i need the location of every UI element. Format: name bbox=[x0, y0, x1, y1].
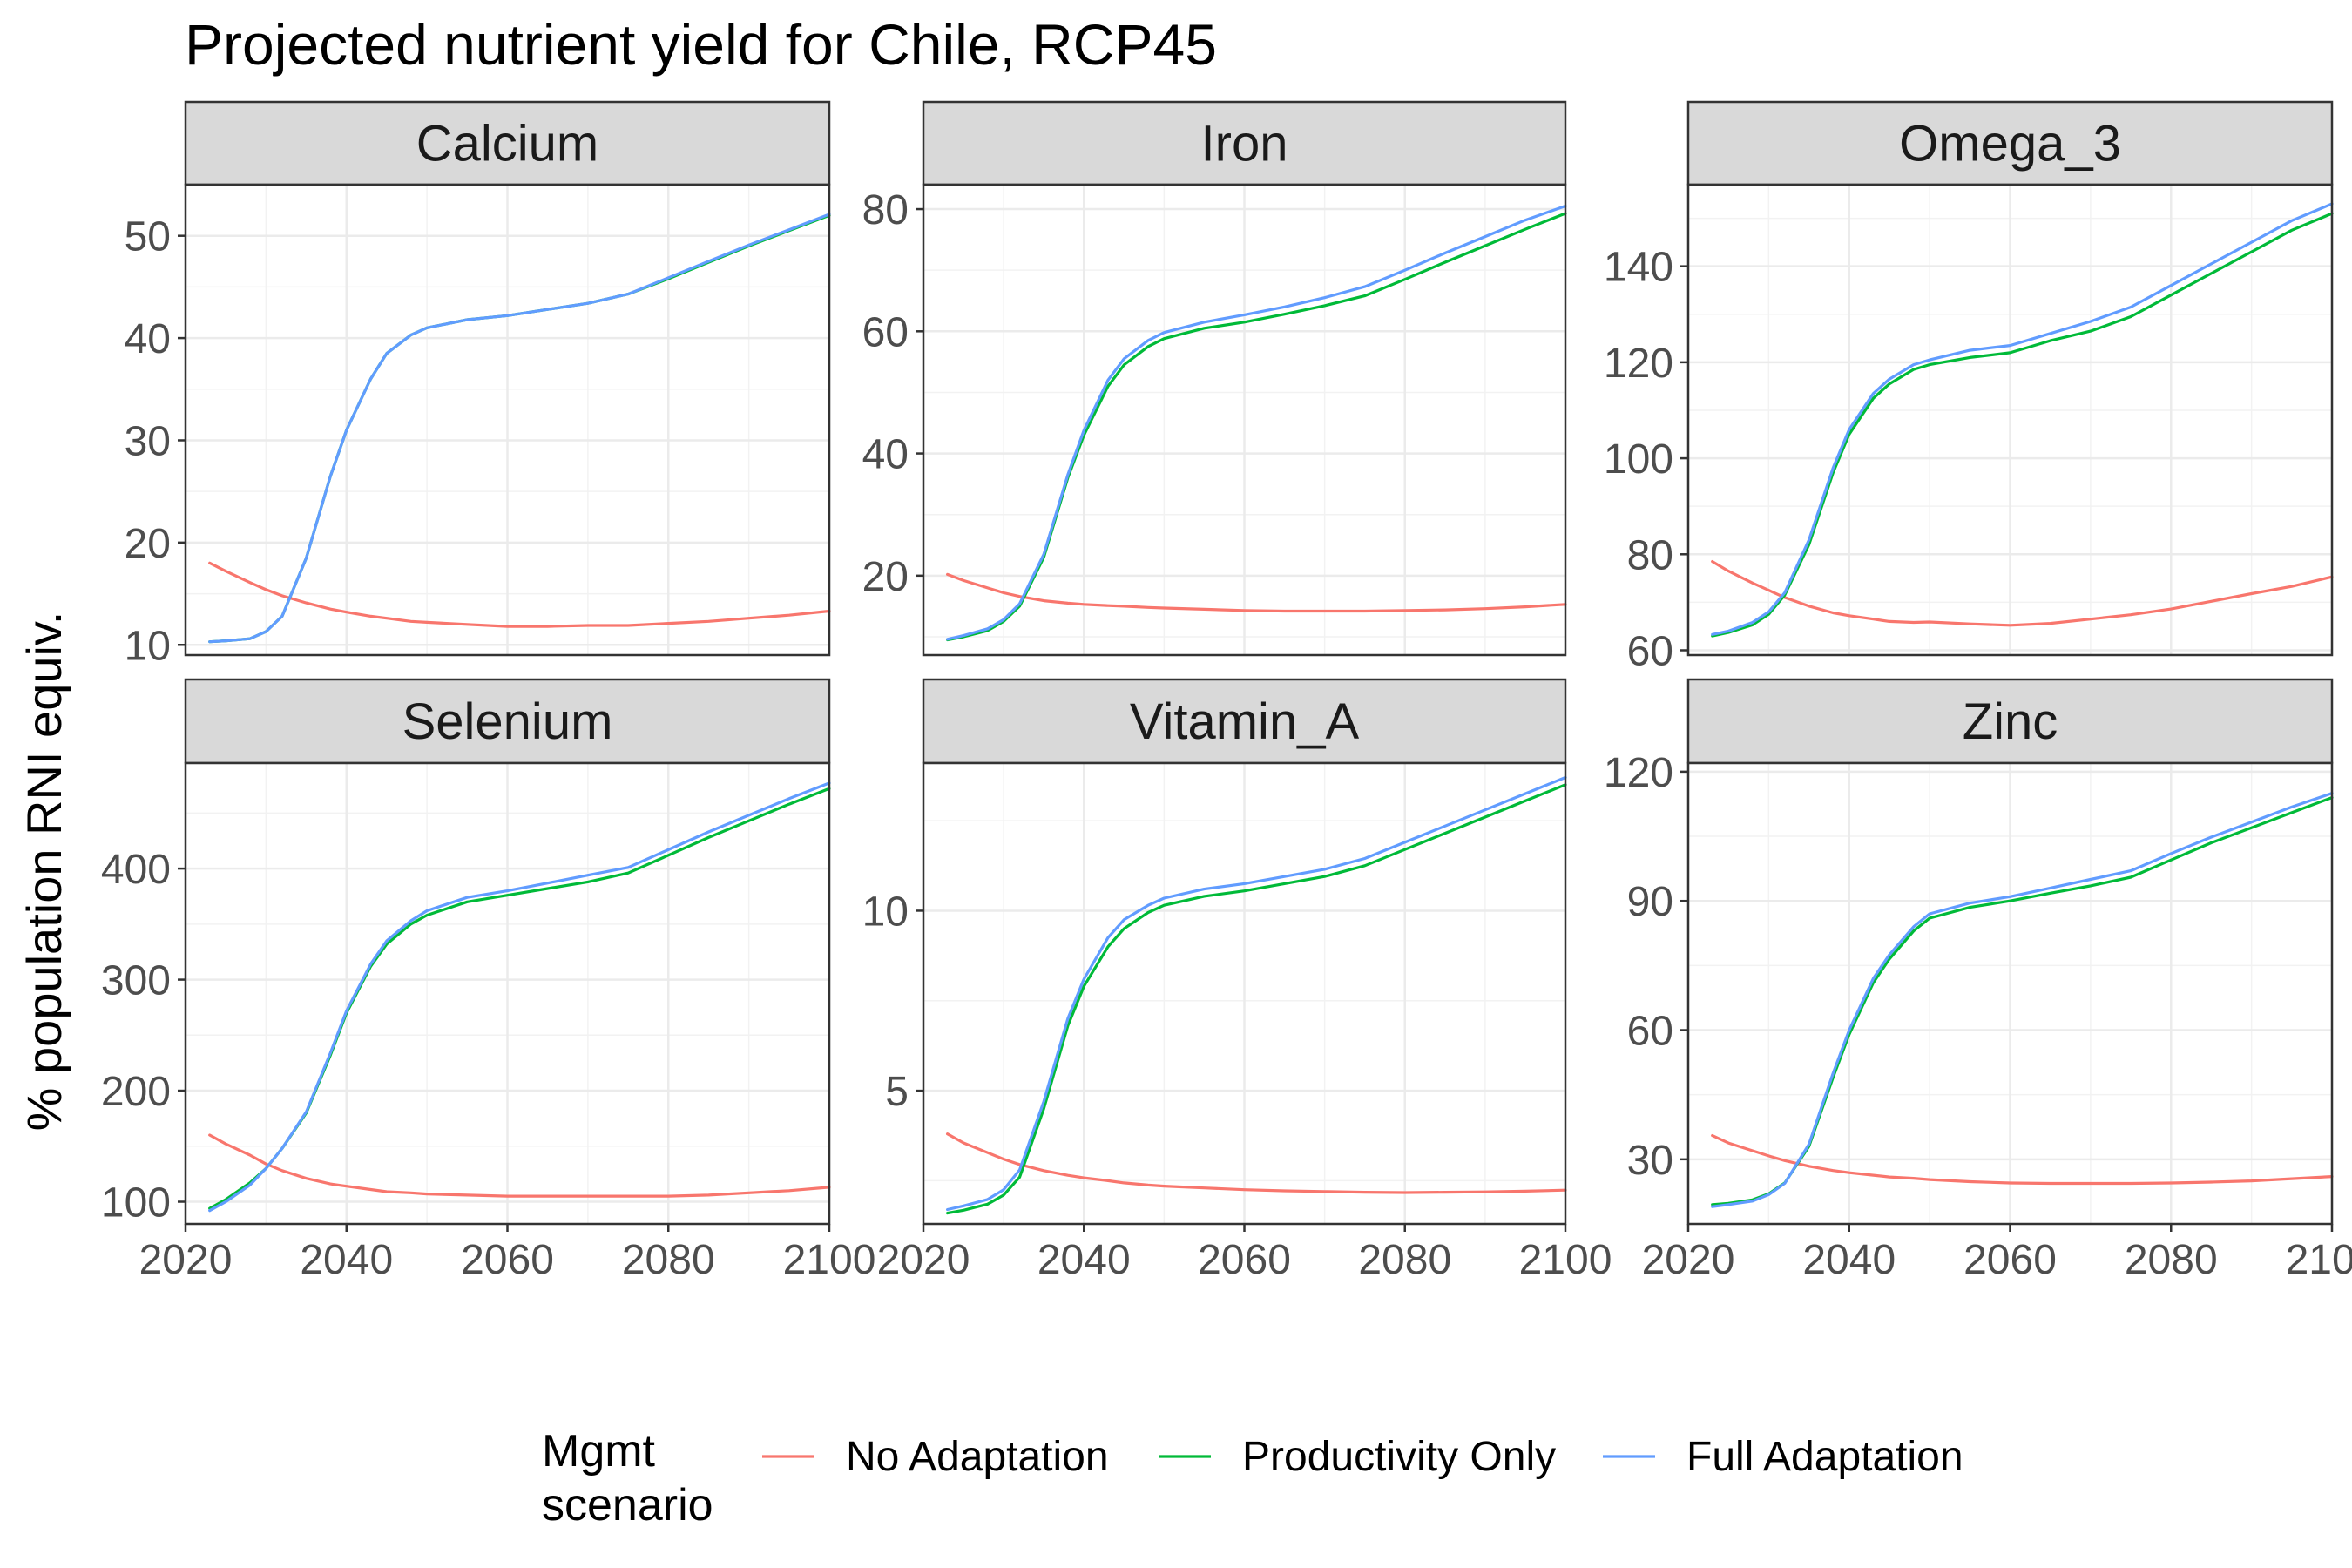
y-tick-label: 120 bbox=[1604, 750, 1673, 796]
y-tick-label: 400 bbox=[101, 847, 171, 893]
y-tick-label: 80 bbox=[1627, 532, 1673, 578]
strip-omega-3 bbox=[1686, 100, 2334, 186]
panel-border-iron bbox=[922, 183, 1567, 657]
panel-omega-3: Omega_3 60 80 100 120 140 bbox=[1604, 100, 2334, 674]
y-tick-label: 60 bbox=[862, 309, 909, 355]
y-tick-label: 120 bbox=[1604, 341, 1673, 387]
panel-iron: Iron 20 40 60 80 bbox=[862, 100, 1567, 657]
y-tick-label: 200 bbox=[101, 1069, 171, 1115]
x-tick-label: 2100 bbox=[783, 1237, 876, 1283]
panel-border-calcium bbox=[184, 183, 831, 657]
x-tick-label: 2020 bbox=[139, 1237, 233, 1283]
y-tick-label: 50 bbox=[125, 214, 171, 260]
x-tick-label: 2060 bbox=[1963, 1237, 2057, 1283]
facet-panels: Calcium1020304050Iron20406080Omega_36080… bbox=[101, 100, 2352, 1283]
y-tick-label: 100 bbox=[1604, 436, 1673, 483]
series-line-zinc-full-adaptation bbox=[1711, 792, 2334, 1208]
strip-selenium bbox=[184, 678, 831, 765]
x-tick-label: 2040 bbox=[1802, 1237, 1896, 1283]
x-tick-label: 2020 bbox=[1642, 1237, 1735, 1283]
x-tick-label: 2040 bbox=[1037, 1237, 1131, 1283]
y-tick-label: 30 bbox=[1627, 1138, 1673, 1184]
series-line-iron-productivity-only bbox=[946, 212, 1567, 642]
y-tick-label: 5 bbox=[885, 1069, 909, 1115]
strip-label-iron: Iron bbox=[1201, 116, 1288, 172]
strip-label-calcium: Calcium bbox=[416, 116, 599, 172]
legend-label-no-adaptation: No Adaptation bbox=[846, 1434, 1109, 1480]
series-line-calcium-full-adaptation bbox=[208, 213, 831, 644]
x-tick-label: 2060 bbox=[461, 1237, 554, 1283]
strip-label-omega-3: Omega_3 bbox=[1899, 116, 2121, 172]
series-line-selenium-full-adaptation bbox=[208, 781, 831, 1213]
y-tick-label: 10 bbox=[125, 623, 171, 669]
series-line-vitamin-a-no-adaptation bbox=[946, 1132, 1567, 1194]
y-tick-label: 30 bbox=[125, 418, 171, 464]
y-tick-label: 20 bbox=[125, 521, 171, 567]
y-tick-label: 40 bbox=[125, 316, 171, 362]
series-line-selenium-no-adaptation bbox=[208, 1133, 831, 1198]
legend-title-line-2: scenario bbox=[542, 1480, 713, 1531]
panel-zinc: Zinc 30 60 90 120 2020 2040 2060 2080 2100 bbox=[1604, 678, 2352, 1283]
series-line-omega-3-full-adaptation bbox=[1711, 202, 2334, 636]
y-tick-label: 90 bbox=[1627, 879, 1673, 925]
y-tick-label: 20 bbox=[862, 554, 909, 600]
legend-label-full-adaptation: Full Adaptation bbox=[1686, 1434, 1963, 1480]
chart-title: Projected nutrient yield for Chile, RCP4… bbox=[185, 12, 1217, 77]
series-line-omega-3-no-adaptation bbox=[1711, 560, 2334, 627]
x-tick-label: 2080 bbox=[2125, 1237, 2218, 1283]
strip-vitamin-a bbox=[922, 678, 1567, 765]
panel-vitamin-a: Vitamin_A 5 10 2020 2040 2060 2080 2100 bbox=[862, 678, 1612, 1283]
y-tick-label: 60 bbox=[1627, 628, 1673, 674]
y-tick-label: 10 bbox=[862, 889, 909, 935]
panel-calcium: Calcium 10 20 30 40 50 bbox=[125, 100, 831, 669]
x-tick-label: 2060 bbox=[1198, 1237, 1291, 1283]
series-line-iron-full-adaptation bbox=[946, 204, 1567, 641]
series-line-zinc-no-adaptation bbox=[1711, 1134, 2334, 1186]
y-tick-label: 300 bbox=[101, 958, 171, 1004]
x-tick-label: 2020 bbox=[877, 1237, 970, 1283]
strip-label-selenium: Selenium bbox=[402, 693, 613, 750]
panel-selenium: Selenium 100 200 300 400 2020 2040 2060 2080 2100 bbox=[101, 678, 876, 1283]
series-line-calcium-no-adaptation bbox=[208, 561, 831, 628]
series-line-vitamin-a-productivity-only bbox=[946, 783, 1567, 1215]
legend: Mgmt scenario No Adaptation Productivity … bbox=[542, 1426, 1963, 1531]
y-tick-label: 60 bbox=[1627, 1009, 1673, 1055]
y-tick-label: 100 bbox=[101, 1180, 171, 1227]
strip-calcium bbox=[184, 100, 831, 186]
series-line-vitamin-a-full-adaptation bbox=[946, 775, 1567, 1212]
y-tick-label: 40 bbox=[862, 432, 909, 478]
series-line-iron-no-adaptation bbox=[946, 572, 1567, 613]
legend-label-productivity-only: Productivity Only bbox=[1242, 1434, 1556, 1480]
x-tick-label: 2040 bbox=[300, 1237, 393, 1283]
series-line-omega-3-productivity-only bbox=[1711, 212, 2334, 638]
y-tick-label: 140 bbox=[1604, 245, 1673, 291]
y-tick-label: 80 bbox=[862, 187, 909, 233]
x-tick-label: 2100 bbox=[2286, 1237, 2352, 1283]
panel-border-omega-3 bbox=[1686, 183, 2334, 657]
strip-label-zinc: Zinc bbox=[1963, 693, 2058, 750]
legend-title-line-1: Mgmt bbox=[542, 1426, 656, 1477]
y-axis-title: % population RNI equiv. bbox=[17, 612, 71, 1132]
x-tick-label: 2100 bbox=[1519, 1237, 1612, 1283]
x-tick-label: 2080 bbox=[1358, 1237, 1451, 1283]
strip-label-vitamin-a: Vitamin_A bbox=[1130, 693, 1360, 750]
x-tick-label: 2080 bbox=[622, 1237, 715, 1283]
